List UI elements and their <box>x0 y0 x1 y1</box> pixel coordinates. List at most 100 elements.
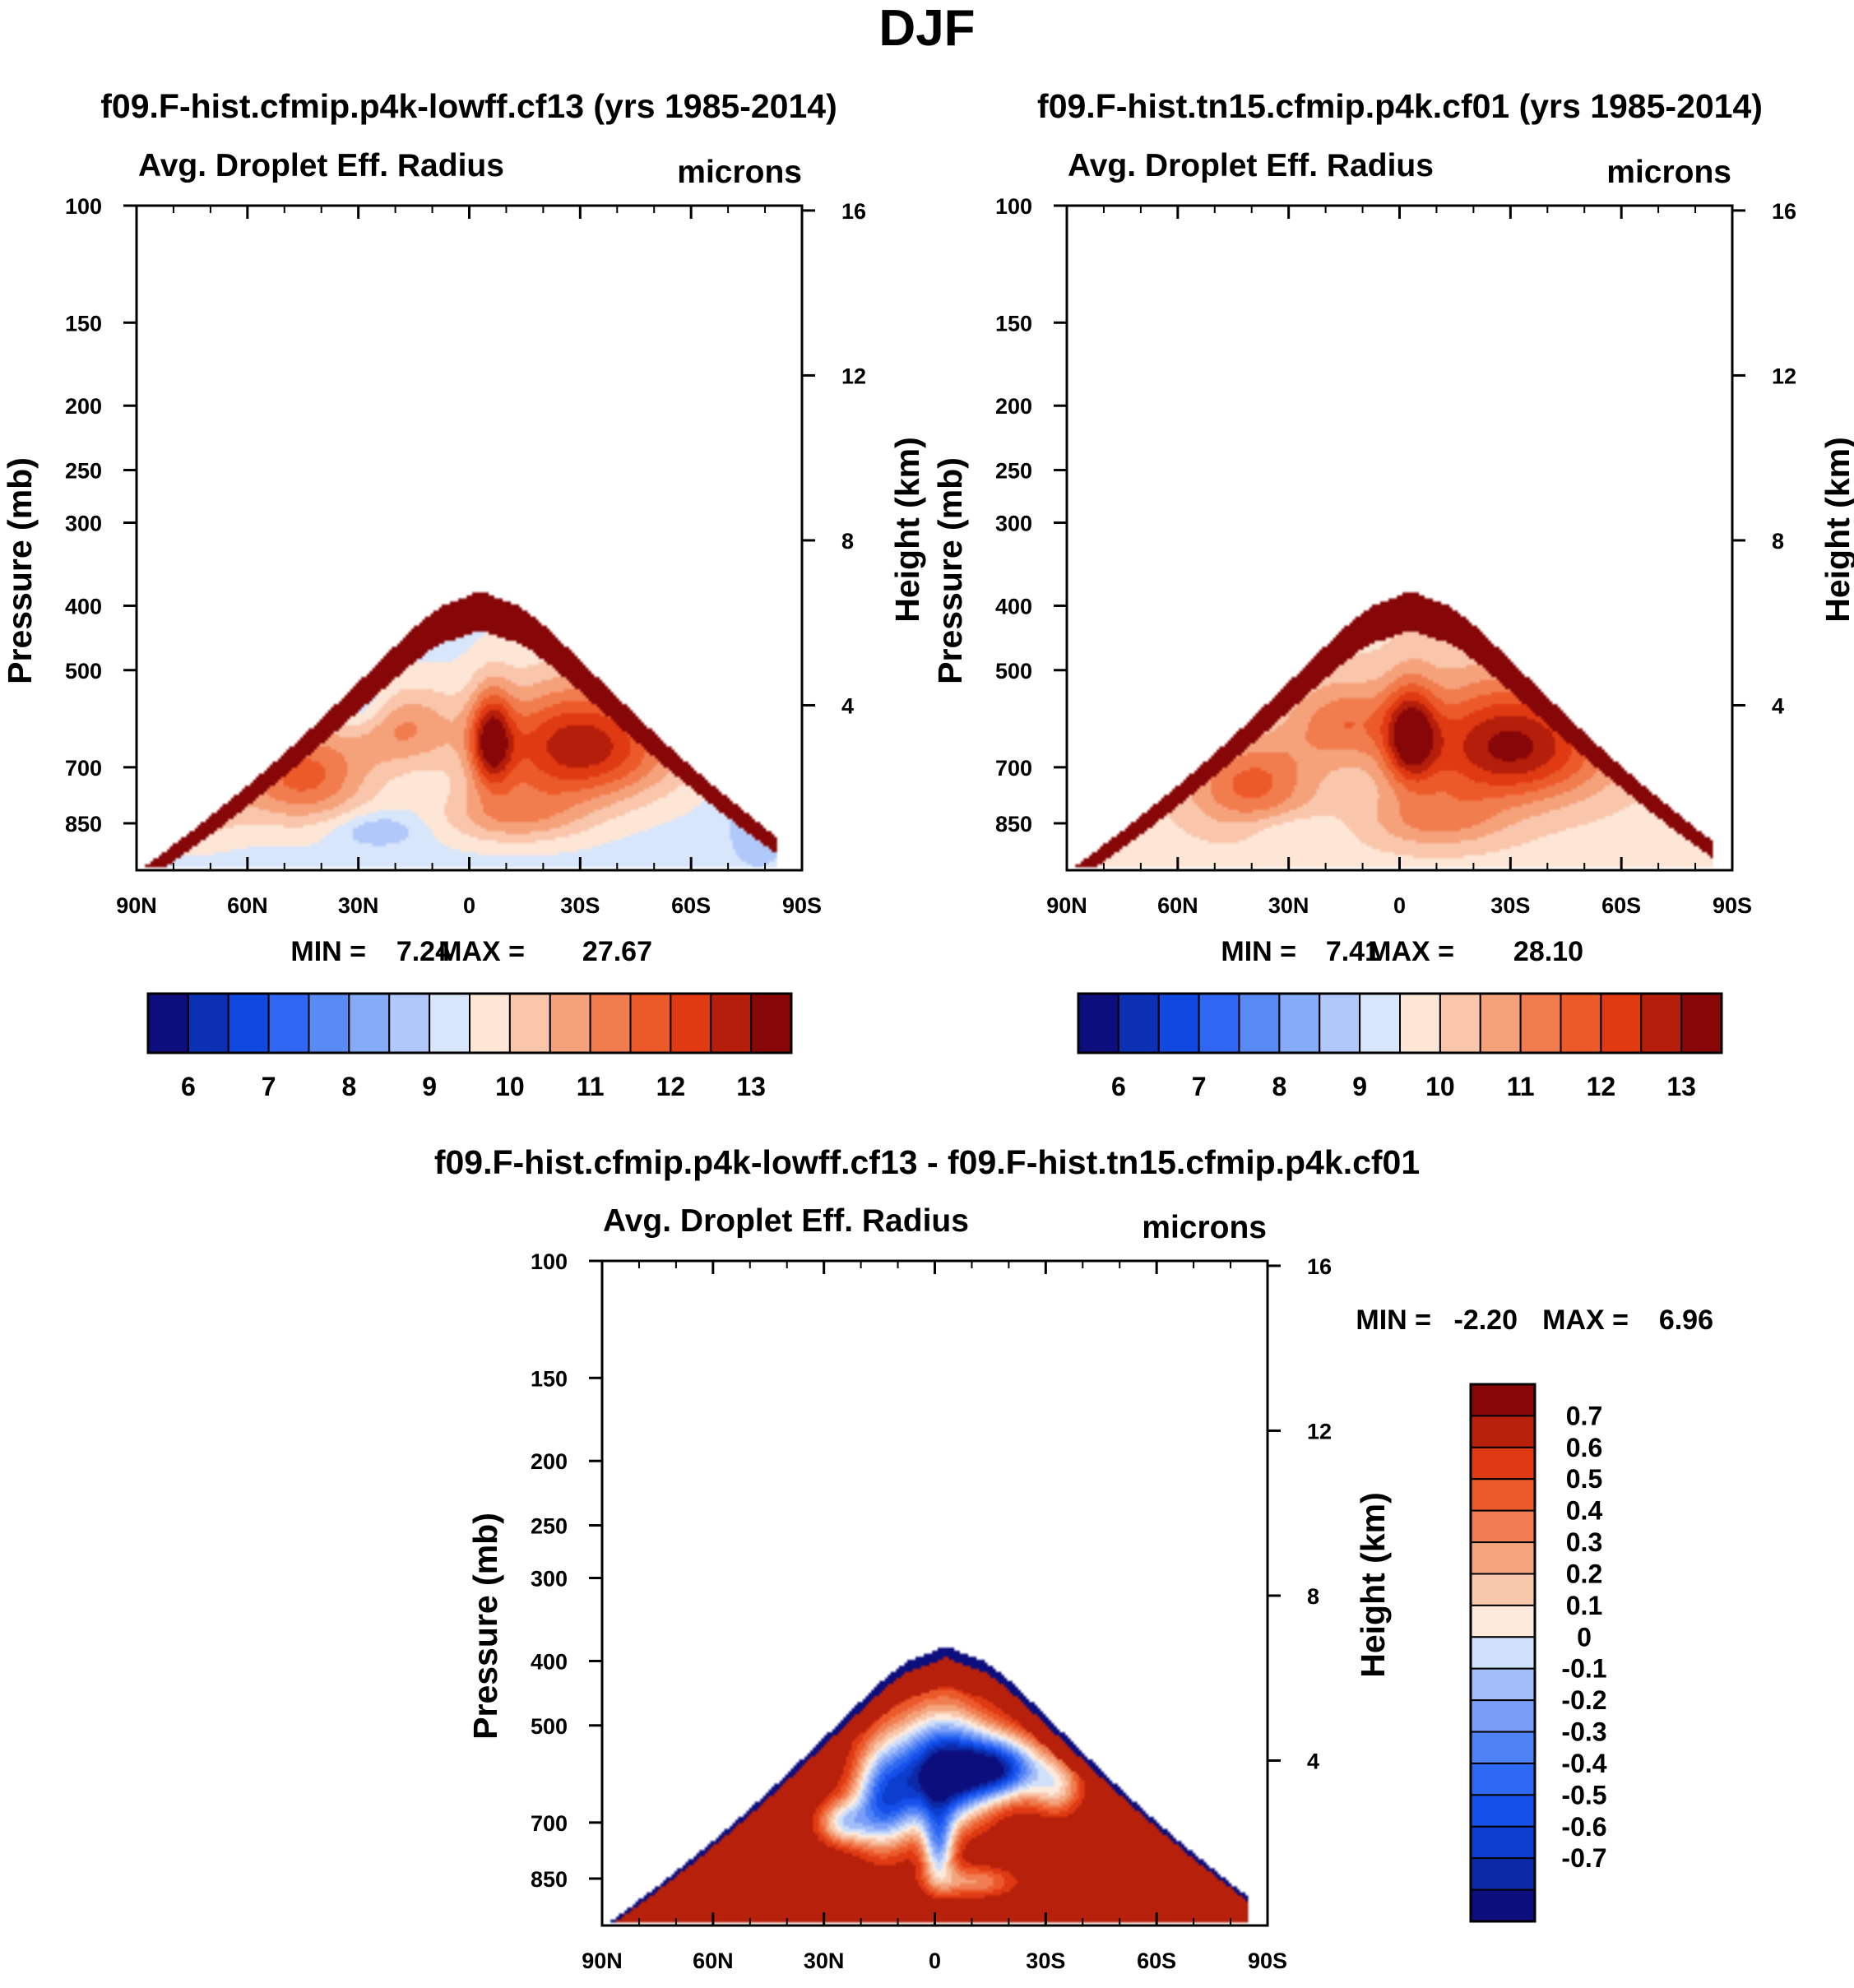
right-tick-label: 8 <box>1772 529 1784 554</box>
colorbar-label: 0.2 <box>1566 1559 1602 1588</box>
colorbar-box <box>1470 1573 1536 1606</box>
colorbar-box <box>1238 993 1281 1054</box>
x-tick-label: 30N <box>1268 893 1309 918</box>
y-tick-label: 150 <box>65 311 102 336</box>
min-value: 7.41 <box>1326 936 1380 967</box>
contour-field <box>137 206 802 870</box>
panel-title: f09.F-hist.cfmip.p4k-lowff.cf13 (yrs 198… <box>100 87 837 125</box>
colorbar-label: 0.4 <box>1566 1496 1603 1526</box>
right-tick-label: 16 <box>1772 199 1796 224</box>
contour-field <box>602 1261 1268 1925</box>
right-tick-label: 4 <box>1307 1749 1319 1773</box>
panel-units: microns <box>1142 1210 1267 1245</box>
right-axis-label: Height (km) <box>888 437 926 623</box>
colorbar-box <box>147 993 189 1054</box>
y-tick-label: 300 <box>995 512 1032 536</box>
panel-test: f09.F-hist.tn15.cfmip.p4k.cf01 (yrs 1985… <box>931 87 1854 1101</box>
y-tick-label: 100 <box>995 194 1032 219</box>
colorbar-box <box>1470 1888 1536 1922</box>
colorbar: 6 7 8 9 10 11 12 13 <box>1077 992 1723 1101</box>
colorbar-box <box>589 993 632 1054</box>
colorbar-box <box>1319 993 1361 1054</box>
x-tick-label: 60N <box>227 893 268 918</box>
max-label: MAX = <box>438 936 525 967</box>
x-tick-label: 90N <box>1046 893 1087 918</box>
y-tick-label: 700 <box>531 1811 568 1836</box>
colorbar-box <box>1640 993 1683 1054</box>
panel-units: microns <box>1606 155 1731 190</box>
colorbar-box <box>469 993 511 1054</box>
y-tick-label: 500 <box>65 659 102 684</box>
x-tick-label: 30S <box>1026 1949 1065 1973</box>
y-tick-label: 400 <box>995 594 1032 619</box>
min-label: MIN = <box>1221 936 1296 967</box>
colorbar-box <box>1560 993 1602 1054</box>
panel-control: f09.F-hist.cfmip.p4k-lowff.cf13 (yrs 198… <box>1 87 926 1101</box>
panel-left-string: Avg. Droplet Eff. Radius <box>603 1203 969 1239</box>
x-tick-label: 30S <box>560 893 600 918</box>
min-label: MIN = <box>290 936 366 967</box>
colorbar-box <box>750 993 792 1054</box>
colorbar-label: -0.7 <box>1561 1843 1606 1873</box>
y-axis-label: Pressure (mb) <box>1 457 39 684</box>
max-value: 27.67 <box>582 936 652 967</box>
x-tick-label: 90N <box>582 1949 623 1973</box>
right-tick-label: 4 <box>1772 693 1784 718</box>
right-tick-label: 8 <box>841 529 854 554</box>
colorbar-box <box>1470 1667 1536 1702</box>
colorbar-box <box>308 993 350 1054</box>
x-tick-label: 90N <box>116 893 157 918</box>
right-tick-label: 16 <box>841 199 866 224</box>
colorbar-label: 12 <box>656 1072 686 1101</box>
colorbar-box <box>1470 1636 1536 1670</box>
colorbar-box <box>388 993 431 1054</box>
colorbar-label: -0.6 <box>1561 1812 1606 1842</box>
y-tick-label: 500 <box>531 1714 568 1739</box>
colorbar-box <box>1470 1857 1536 1891</box>
colorbar-box <box>1600 993 1643 1054</box>
colorbar-label: 0.1 <box>1566 1591 1602 1620</box>
x-tick-label: 90S <box>1713 893 1752 918</box>
colorbar-label: 0.3 <box>1566 1527 1602 1557</box>
colorbar-box <box>629 993 672 1054</box>
colorbar-label: 6 <box>1111 1072 1126 1101</box>
min-value: 7.24 <box>396 936 451 967</box>
y-axis-label: Pressure (mb) <box>931 457 969 684</box>
x-tick-label: 60S <box>1137 1949 1176 1973</box>
colorbar-box <box>1519 993 1562 1054</box>
x-tick-label: 0 <box>1393 893 1406 918</box>
x-tick-label: 30N <box>804 1949 845 1973</box>
colorbar-box <box>1470 1383 1536 1417</box>
colorbar-label: -0.4 <box>1561 1749 1606 1778</box>
colorbar-label: 0 <box>1577 1622 1592 1652</box>
colorbar: 6 7 8 9 10 11 12 13 <box>146 992 793 1101</box>
y-tick-label: 700 <box>65 756 102 781</box>
colorbar-box <box>1479 993 1522 1054</box>
x-tick-label: 30N <box>338 893 379 918</box>
colorbar-label: 0.5 <box>1566 1464 1602 1494</box>
figure-title: DJF <box>878 0 975 57</box>
y-tick-label: 300 <box>65 512 102 536</box>
y-tick-label: 100 <box>531 1249 568 1274</box>
colorbar-label: 7 <box>1192 1072 1207 1101</box>
colorbar-box <box>1680 993 1722 1054</box>
y-tick-label: 700 <box>995 756 1032 781</box>
colorbar-box <box>1470 1541 1536 1575</box>
colorbar-box <box>1470 1604 1536 1638</box>
colorbar-box <box>670 993 712 1054</box>
colorbar-label: 8 <box>341 1072 356 1101</box>
x-tick-label: 90S <box>782 893 822 918</box>
y-tick-label: 500 <box>995 659 1032 684</box>
y-tick-label: 250 <box>65 459 102 484</box>
max-label: MAX = <box>1368 936 1454 967</box>
colorbar-box <box>1470 1825 1536 1860</box>
panel-title: f09.F-hist.tn15.cfmip.p4k.cf01 (yrs 1985… <box>1037 87 1763 125</box>
colorbar-box <box>1117 993 1160 1054</box>
plot-area: 90N 60N 30N 0 30S 60S 90S 100 150 200 250 300 400 500… <box>1 194 926 918</box>
x-tick-label: 60N <box>1157 893 1198 918</box>
right-tick-label: 12 <box>841 364 866 388</box>
y-tick-label: 150 <box>995 311 1032 336</box>
colorbar-label: 12 <box>1587 1072 1616 1101</box>
colorbar-label: 0.6 <box>1566 1433 1602 1462</box>
contour-field <box>1067 206 1732 870</box>
